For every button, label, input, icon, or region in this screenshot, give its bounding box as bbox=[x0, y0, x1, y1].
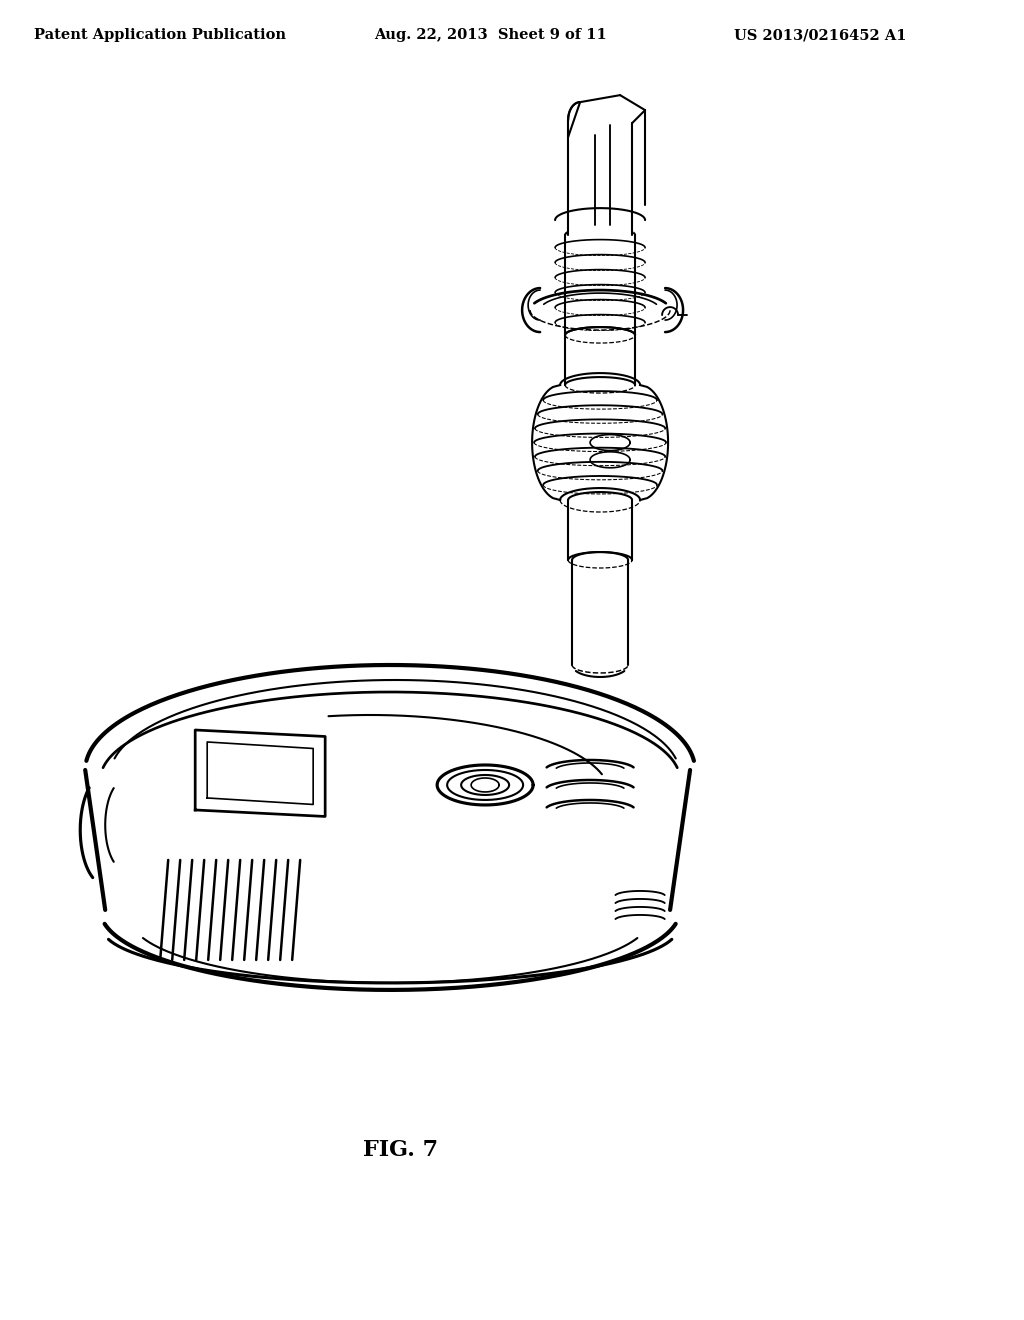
Polygon shape bbox=[532, 385, 668, 500]
Polygon shape bbox=[568, 492, 632, 568]
Polygon shape bbox=[565, 327, 635, 393]
Text: Aug. 22, 2013  Sheet 9 of 11: Aug. 22, 2013 Sheet 9 of 11 bbox=[374, 28, 606, 42]
Polygon shape bbox=[565, 227, 635, 343]
Polygon shape bbox=[572, 552, 628, 673]
Polygon shape bbox=[196, 730, 326, 817]
Text: FIG. 7: FIG. 7 bbox=[362, 1139, 437, 1160]
Polygon shape bbox=[568, 95, 645, 235]
Text: Patent Application Publication: Patent Application Publication bbox=[34, 28, 286, 42]
Text: US 2013/0216452 A1: US 2013/0216452 A1 bbox=[734, 28, 906, 42]
